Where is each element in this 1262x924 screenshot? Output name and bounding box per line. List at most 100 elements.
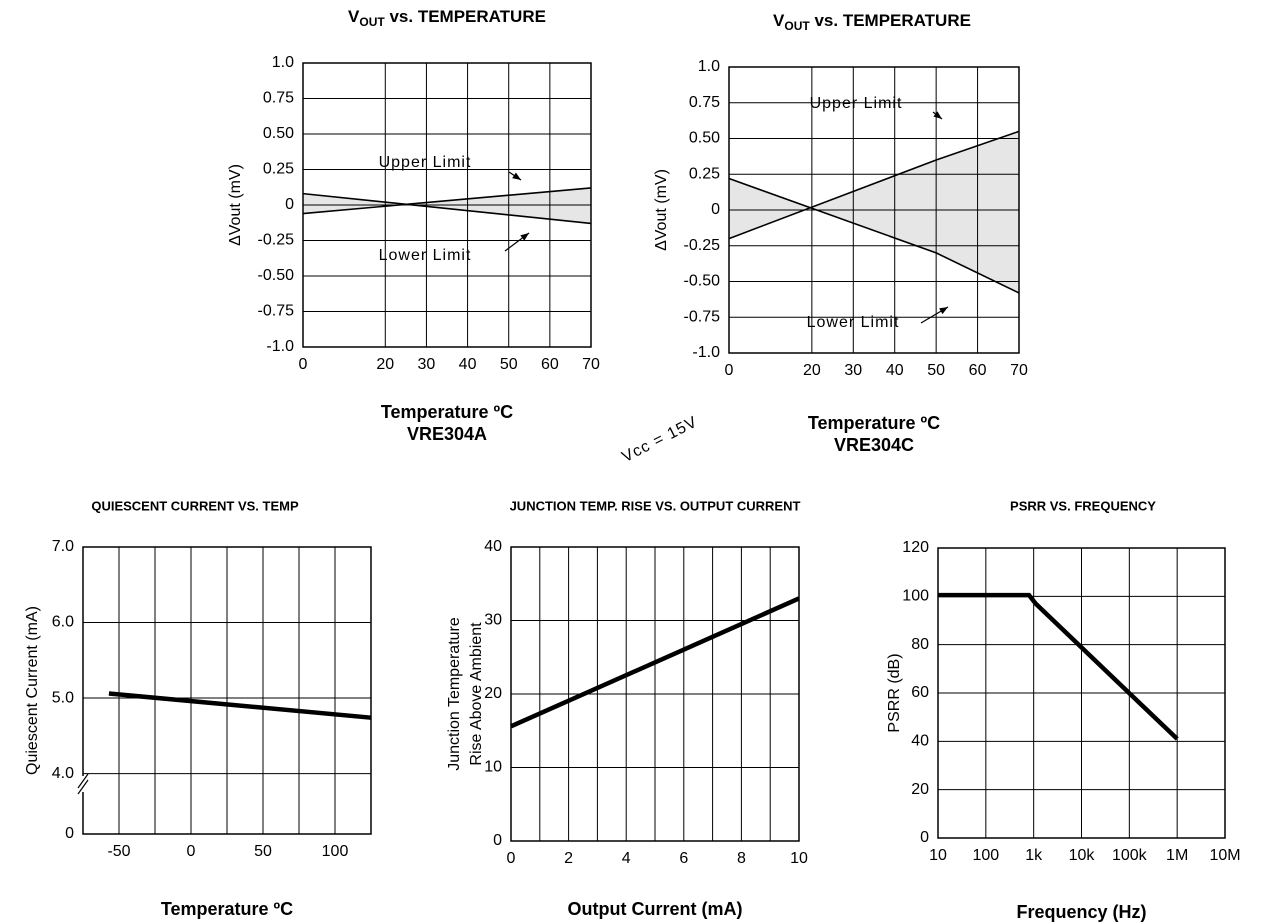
x-tick-label: 6: [679, 850, 688, 867]
y-tick-label: 10: [484, 759, 502, 776]
x-tick-label: 100: [322, 843, 349, 860]
y-axis-label: Rise Above Ambient: [468, 622, 485, 766]
x-tick-label: 8: [737, 850, 746, 867]
x-tick-label: 40: [886, 362, 904, 379]
x-tick-label: 50: [927, 362, 945, 379]
x-tick-label: 10M: [1209, 847, 1240, 864]
series-label: Lower Limit: [379, 247, 472, 264]
chart-title: QUIESCENT CURRENT VS. TEMP: [91, 498, 299, 513]
title-part: vs. TEMPERATURE: [385, 7, 546, 26]
y-tick-label: -0.50: [258, 267, 295, 284]
y-tick-label: 60: [911, 684, 929, 701]
x-tick-label: 60: [969, 362, 987, 379]
annotation-arrow: [508, 171, 522, 181]
x-tick-label: 30: [418, 356, 436, 373]
x-tick-label: 30: [844, 362, 862, 379]
x-tick-label: 20: [376, 356, 394, 373]
x-tick-label: 20: [803, 362, 821, 379]
plot-frame: [302, 62, 592, 348]
y-tick-label: -1.0: [692, 344, 720, 361]
y-axis-label: PSRR (dB): [886, 653, 903, 732]
chart-title: VOUT vs. TEMPERATURE: [348, 7, 546, 29]
x-axis-label: Frequency (Hz): [1016, 902, 1146, 922]
x-tick-label: 70: [582, 356, 600, 373]
x-tick-label: 10k: [1069, 847, 1096, 864]
y-tick-label: 7.0: [52, 538, 74, 555]
y-tick-label: 0.50: [689, 130, 720, 147]
y-tick-label: 20: [484, 685, 502, 702]
series-line: [510, 596, 800, 729]
title-subscript: OUT: [359, 15, 385, 29]
y-axis-label: ΔVout (mV): [653, 169, 670, 251]
y-tick-label: 5.0: [52, 689, 74, 706]
x-tick-label: 60: [541, 356, 559, 373]
y-tick-label: 20: [911, 781, 929, 798]
x-tick-label: 2: [564, 850, 573, 867]
chart-subtitle: VRE304C: [834, 435, 914, 455]
plot-frame: [937, 547, 1226, 839]
y-tick-label: 40: [911, 733, 929, 750]
chart-title: PSRR VS. FREQUENCY: [1010, 498, 1156, 513]
series-line: [938, 592, 1179, 741]
x-tick-label: 0: [187, 843, 196, 860]
series-line: [302, 187, 592, 215]
title-subscript: OUT: [784, 19, 810, 33]
y-tick-label: 0: [711, 201, 720, 218]
x-tick-label: -50: [107, 843, 130, 860]
series-line: [108, 691, 372, 720]
x-axis-label: Temperature ºC: [381, 402, 513, 422]
y-tick-label: 0.25: [263, 161, 294, 178]
y-tick-label: 0: [493, 832, 502, 849]
x-tick-label: 0: [725, 362, 734, 379]
title-part: V: [773, 11, 785, 30]
series-line: [728, 130, 1020, 240]
x-tick-label: 100k: [1112, 847, 1148, 864]
title-part: V: [348, 7, 360, 26]
series-line: [302, 192, 592, 225]
y-tick-label: 4.0: [52, 765, 74, 782]
y-tick-label: -1.0: [266, 338, 294, 355]
y-axis-label: ΔVout (mV): [227, 164, 244, 246]
y-tick-label: 1.0: [272, 54, 294, 71]
series-line: [728, 177, 1020, 294]
x-tick-label: 1M: [1166, 847, 1188, 864]
x-tick-label: 70: [1010, 362, 1028, 379]
x-tick-label: 0: [299, 356, 308, 373]
plot-frame: [510, 546, 800, 842]
plot-frame: [728, 66, 1020, 354]
y-tick-label: -0.25: [258, 232, 295, 249]
x-tick-label: 40: [459, 356, 477, 373]
fill-between: [729, 131, 1019, 293]
annotation-arrow: [920, 306, 949, 324]
x-tick-label: 50: [500, 356, 518, 373]
y-tick-label: 6.0: [52, 614, 74, 631]
x-axis-label: Output Current (mA): [568, 899, 743, 919]
chart-title: JUNCTION TEMP. RISE VS. OUTPUT CURRENT: [510, 498, 801, 513]
y-tick-label: -0.50: [684, 273, 721, 290]
x-tick-label: 10: [929, 847, 947, 864]
chart-title: VOUT vs. TEMPERATURE: [773, 11, 971, 33]
x-tick-label: 50: [254, 843, 272, 860]
y-tick-label: 0: [920, 829, 929, 846]
axis-break: [77, 779, 89, 795]
axis-break: [77, 773, 89, 789]
y-tick-label: 0.50: [263, 125, 294, 142]
plot-frame: [82, 546, 372, 835]
y-tick-label: -0.75: [258, 303, 295, 320]
series-label: Upper Limit: [810, 95, 903, 112]
x-tick-label: 1k: [1025, 847, 1043, 864]
x-axis-label: Temperature ºC: [161, 899, 293, 919]
x-tick-label: 10: [790, 850, 808, 867]
y-axis-label: Junction Temperature: [446, 617, 463, 771]
chart-subtitle: VRE304A: [407, 424, 487, 444]
y-tick-label: 0.25: [689, 165, 720, 182]
series-label: Vcc = 15V: [619, 413, 700, 466]
annotation-arrow: [932, 111, 943, 120]
x-tick-label: 4: [622, 850, 631, 867]
y-tick-label: -0.75: [684, 308, 721, 325]
y-tick-label: 0: [285, 196, 294, 213]
y-break-label: 0: [65, 825, 74, 842]
series-label: Upper Limit: [379, 154, 472, 171]
annotation-arrow: [504, 232, 530, 252]
